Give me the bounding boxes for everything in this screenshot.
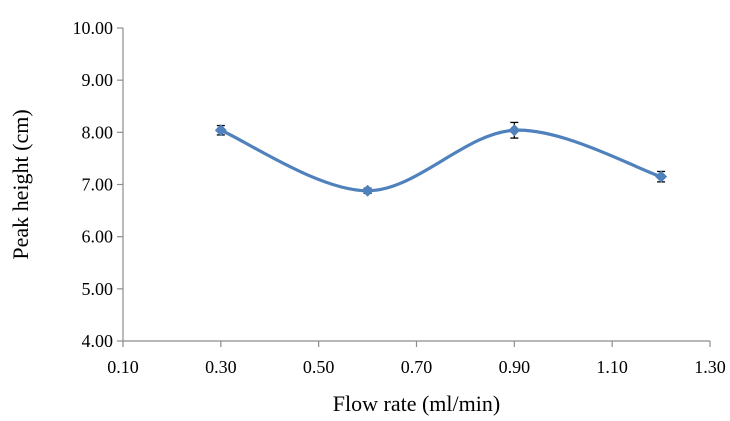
- y-axis-title: Peak height (cm): [8, 109, 33, 259]
- y-tick-label: 10.00: [73, 18, 114, 38]
- x-tick-label: 0.30: [205, 357, 237, 377]
- y-tick-label: 5.00: [82, 279, 114, 299]
- x-axis-ticks: 0.10 0.30 0.50 0.70 0.90 1.10 1.30: [107, 341, 726, 377]
- x-tick-label: 1.30: [694, 357, 726, 377]
- y-tick-label: 7.00: [82, 175, 114, 195]
- x-tick-label: 1.10: [596, 357, 628, 377]
- series-line: [219, 128, 663, 193]
- y-tick-label: 4.00: [82, 331, 114, 351]
- x-tick-label: 0.70: [401, 357, 433, 377]
- data-point: [214, 124, 227, 137]
- x-tick-label: 0.10: [107, 357, 139, 377]
- y-tick-label: 8.00: [82, 122, 114, 142]
- data-point: [508, 124, 521, 137]
- y-axis-ticks: 4.00 5.00 6.00 7.00 8.00 9.00 10.00: [73, 18, 123, 351]
- series-layer: [214, 121, 668, 197]
- x-axis-title: Flow rate (ml/min): [333, 391, 500, 416]
- x-tick-label: 0.50: [303, 357, 335, 377]
- x-tick-label: 0.90: [499, 357, 531, 377]
- data-point: [361, 184, 374, 197]
- y-tick-label: 9.00: [82, 70, 114, 90]
- y-tick-label: 6.00: [82, 227, 114, 247]
- data-point: [655, 170, 668, 183]
